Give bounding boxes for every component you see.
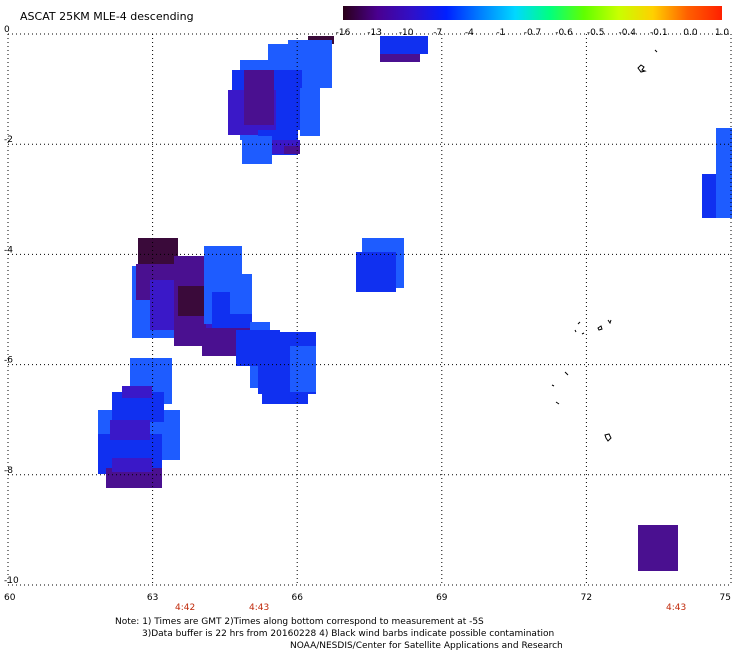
colorbar-tick-label: -7 bbox=[433, 28, 442, 38]
colorbar-tick-label: -4 bbox=[465, 28, 474, 38]
note-line-2: 3)Data buffer is 22 hrs from 20160228 4)… bbox=[142, 629, 554, 639]
note-line-3: NOAA/NESDIS/Center for Satellite Applica… bbox=[290, 641, 563, 650]
x-tick-label: 75 bbox=[720, 593, 731, 603]
island-shape bbox=[637, 64, 647, 73]
data-cell bbox=[138, 238, 178, 266]
colorbar-tick-label: -0.5 bbox=[587, 28, 605, 38]
x-tick-label: 66 bbox=[291, 593, 303, 603]
y-tick-label: -6 bbox=[4, 356, 13, 366]
data-cell bbox=[244, 70, 274, 125]
data-cell bbox=[230, 274, 252, 314]
data-cell bbox=[716, 128, 732, 218]
data-cell bbox=[236, 330, 280, 366]
colorbar-tick-label: -1 bbox=[496, 28, 505, 38]
axis-tick-labels: 60 63 66 69 72 75 0 -2 -4 -6 -8 -10 bbox=[4, 25, 731, 603]
island-shape bbox=[574, 319, 612, 335]
x-tick-label: 63 bbox=[147, 593, 158, 603]
colorbar-tick-label: 0.0 bbox=[683, 28, 698, 38]
data-cells bbox=[98, 36, 732, 571]
colorbar-tick-label: -10 bbox=[399, 28, 414, 38]
time-label: 4:42 bbox=[175, 603, 195, 613]
data-cell bbox=[284, 146, 300, 154]
map-title: ASCAT 25KM MLE-4 descending bbox=[20, 10, 194, 23]
y-tick-label: -8 bbox=[4, 466, 13, 476]
time-label: 4:43 bbox=[249, 603, 269, 613]
data-cell bbox=[112, 458, 152, 472]
coastline-islands bbox=[551, 49, 658, 442]
y-tick-label: -2 bbox=[4, 135, 13, 145]
colorbar-tick-label: -0.4 bbox=[618, 28, 636, 38]
grid-lines bbox=[7, 33, 732, 586]
x-tick-label: 60 bbox=[4, 593, 16, 603]
data-cell bbox=[262, 392, 308, 404]
colorbar-tick-label: -16 bbox=[336, 28, 351, 38]
time-label: 4:43 bbox=[666, 603, 686, 613]
colorbar-labels: -16 -13 -10 -7 -4 -1 -0.7 -0.6 -0.5 -0.4 -0.1 0.0 1.… bbox=[336, 28, 730, 38]
data-cell bbox=[638, 525, 678, 571]
colorbar bbox=[343, 6, 722, 20]
colorbar-tick-label: -0.6 bbox=[555, 28, 573, 38]
island-shape bbox=[654, 49, 658, 53]
island-shape bbox=[551, 371, 569, 405]
data-cell bbox=[242, 136, 272, 164]
data-cell bbox=[122, 386, 152, 398]
data-cell bbox=[300, 88, 320, 136]
data-cell bbox=[290, 346, 316, 392]
data-cell bbox=[110, 420, 150, 440]
colorbar-tick-label: -0.1 bbox=[650, 28, 668, 38]
data-cell bbox=[380, 36, 428, 54]
y-tick-label: -10 bbox=[4, 576, 19, 586]
y-tick-label: -4 bbox=[4, 245, 13, 255]
colorbar-tick-label: -13 bbox=[367, 28, 382, 38]
data-cell bbox=[356, 252, 396, 292]
note-line-1: Note: 1) Times are GMT 2)Times along bot… bbox=[115, 617, 484, 627]
island-shape bbox=[604, 433, 612, 442]
colorbar-tick-label: -0.7 bbox=[524, 28, 542, 38]
x-tick-label: 72 bbox=[581, 593, 592, 603]
y-tick-label: 0 bbox=[4, 25, 10, 35]
colorbar-gradient bbox=[343, 6, 722, 20]
data-cell bbox=[702, 174, 718, 218]
colorbar-tick-label: 1.0 bbox=[715, 28, 730, 38]
data-cell bbox=[106, 468, 162, 488]
data-cell bbox=[380, 54, 420, 62]
x-tick-label: 69 bbox=[436, 593, 448, 603]
